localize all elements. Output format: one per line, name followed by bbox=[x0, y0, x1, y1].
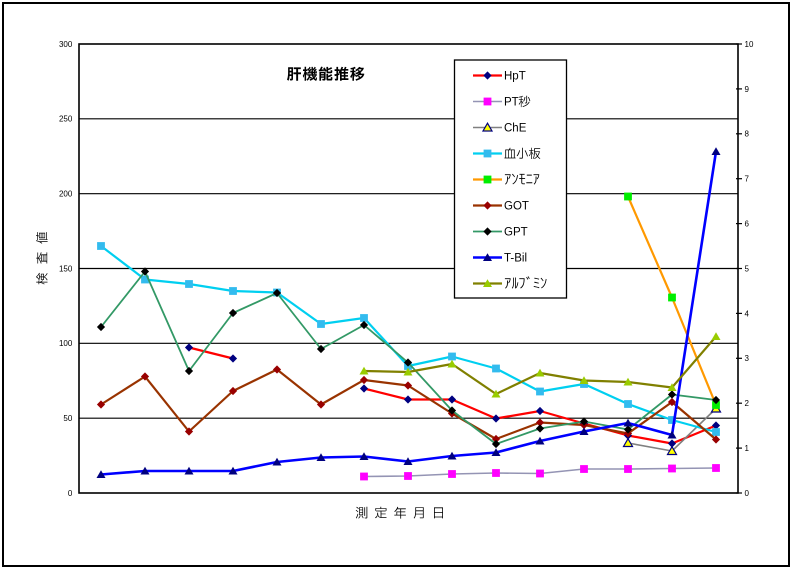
svg-text:1: 1 bbox=[745, 444, 750, 453]
svg-text:50: 50 bbox=[63, 414, 72, 423]
svg-text:9: 9 bbox=[745, 85, 750, 94]
svg-text:GPT: GPT bbox=[504, 227, 528, 239]
svg-text:300: 300 bbox=[59, 40, 73, 49]
svg-text:2: 2 bbox=[745, 399, 750, 408]
svg-text:150: 150 bbox=[59, 264, 73, 273]
svg-text:3: 3 bbox=[745, 354, 750, 363]
svg-text:4: 4 bbox=[745, 309, 750, 318]
svg-text:ChE: ChE bbox=[504, 123, 527, 135]
svg-text:T-Bil: T-Bil bbox=[504, 253, 527, 265]
svg-text:0: 0 bbox=[745, 489, 750, 498]
svg-text:5: 5 bbox=[745, 264, 750, 273]
svg-text:6: 6 bbox=[745, 220, 750, 229]
svg-text:100: 100 bbox=[59, 339, 73, 348]
svg-text:HpT: HpT bbox=[504, 71, 526, 83]
svg-text:200: 200 bbox=[59, 190, 73, 199]
svg-text:0: 0 bbox=[68, 489, 73, 498]
svg-text:250: 250 bbox=[59, 115, 73, 124]
svg-text:GOT: GOT bbox=[504, 201, 529, 213]
svg-text:PT: PT bbox=[504, 97, 519, 109]
svg-text:7: 7 bbox=[745, 175, 750, 184]
svg-text:8: 8 bbox=[745, 130, 750, 139]
svg-text:10: 10 bbox=[745, 40, 754, 49]
